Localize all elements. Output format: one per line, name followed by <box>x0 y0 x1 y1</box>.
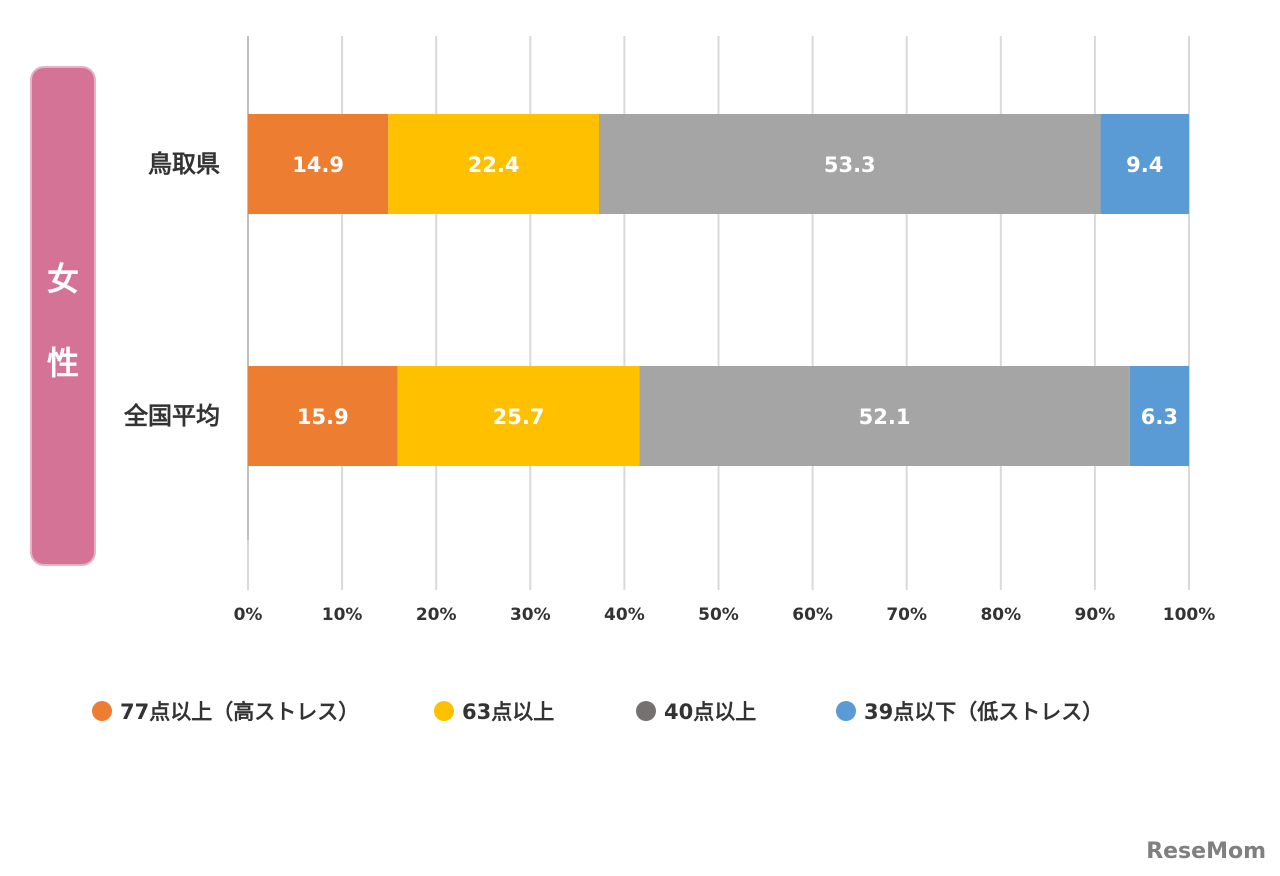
data-label: 53.3 <box>824 153 876 177</box>
data-label: 25.7 <box>493 405 545 429</box>
bar-segment <box>1100 114 1189 214</box>
bar-segment <box>248 366 398 466</box>
chart-legend: 77点以上（高ストレス） 63点以上 40点以上 39点以下（低ストレス） <box>92 696 1192 726</box>
legend-item: 39点以下（低ストレス） <box>836 696 1103 726</box>
bar-segment <box>397 366 640 466</box>
x-tick-label: 10% <box>322 605 363 625</box>
data-label: 6.3 <box>1141 405 1178 429</box>
x-tick-label: 20% <box>416 605 457 625</box>
data-label: 52.1 <box>859 405 911 429</box>
bar-segment <box>598 114 1101 214</box>
resemom-logo: ReseMom <box>1146 839 1266 864</box>
bar-segment <box>639 366 1130 466</box>
legend-item: 63点以上 <box>434 696 554 726</box>
x-tick-label: 90% <box>1075 605 1116 625</box>
data-label: 9.4 <box>1126 153 1163 177</box>
data-label: 22.4 <box>468 153 520 177</box>
gender-label-char-2: 性 <box>46 344 79 382</box>
legend-label: 63点以上 <box>462 700 555 724</box>
legend-swatch <box>434 701 454 721</box>
legend-item: 77点以上（高ストレス） <box>92 696 359 726</box>
x-tick-label: 70% <box>886 605 927 625</box>
category-label: 鳥取県 <box>148 150 220 178</box>
legend-swatch <box>836 701 856 721</box>
category-label: 全国平均 <box>123 402 220 430</box>
x-tick-label: 50% <box>698 605 739 625</box>
x-tick-label: 100% <box>1163 605 1216 625</box>
x-tick-label: 80% <box>980 605 1021 625</box>
bar-segment <box>1129 366 1189 466</box>
legend-item: 40点以上 <box>636 696 756 726</box>
legend-label: 77点以上（高ストレス） <box>120 700 360 724</box>
legend-label: 39点以下（低ストレス） <box>864 700 1104 724</box>
data-label: 14.9 <box>292 153 344 177</box>
bar-segment <box>248 114 389 214</box>
legend-swatch <box>636 701 656 721</box>
x-tick-label: 40% <box>604 605 645 625</box>
x-tick-label: 60% <box>792 605 833 625</box>
x-tick-label: 0% <box>234 605 263 625</box>
bar-segment <box>388 114 599 214</box>
gender-label-char-1: 女 <box>46 260 79 298</box>
legend-label: 40点以上 <box>664 700 757 724</box>
x-tick-label: 30% <box>510 605 551 625</box>
legend-swatch <box>92 701 112 721</box>
stacked-bar-chart: 0% 10% 20% 30% 40% 50% 60% 70% 80% 90% 100% 鳥取県 14.9… <box>123 36 1216 625</box>
gender-label-box: 女 性 <box>30 66 96 566</box>
data-label: 15.9 <box>297 405 349 429</box>
